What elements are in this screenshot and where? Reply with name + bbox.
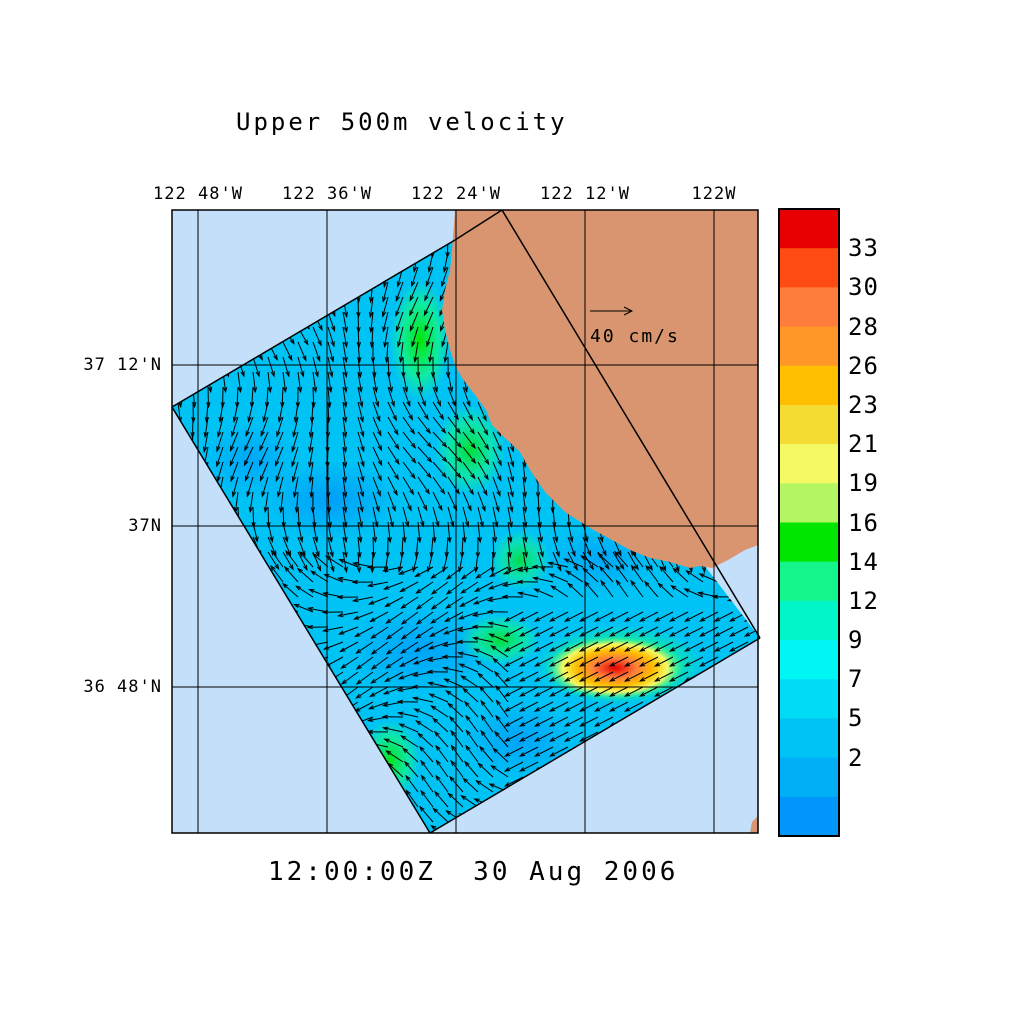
colorbar-band	[779, 248, 839, 288]
colorbar-tick-label: 23	[848, 390, 879, 419]
colorbar-band	[779, 796, 839, 837]
colorbar-band	[779, 209, 839, 249]
colorbar-band	[779, 483, 839, 523]
lat-label-37-12n: 37 12'N	[83, 355, 162, 375]
reference-vector	[590, 306, 634, 316]
lat-label-36-48n: 36 48'N	[83, 677, 162, 697]
colorbar	[779, 209, 839, 837]
lon-label-122-24w: 122 24'W	[411, 184, 501, 204]
land-bottom-right	[750, 816, 758, 833]
colorbar-band	[779, 640, 839, 680]
colorbar-band	[779, 757, 839, 798]
plot-frame	[171, 209, 759, 834]
timestamp: 12:00:00Z 30 Aug 2006	[268, 857, 679, 887]
graticule	[172, 210, 758, 833]
colorbar-band	[779, 718, 839, 759]
colorbar-tick-label: 33	[848, 234, 879, 263]
colorbar-tick-label: 5	[848, 704, 864, 733]
colorbar-tick-label: 26	[848, 351, 879, 380]
colorbar-tick-label: 7	[848, 665, 864, 694]
lon-label-122-12w: 122 12'W	[540, 184, 630, 204]
colorbar-band	[779, 522, 839, 563]
coastline-land	[442, 210, 758, 568]
colorbar-tick-label: 30	[848, 273, 879, 302]
vector-scale-label: 40 cm/s	[590, 326, 680, 347]
lon-label-122-36w: 122 36'W	[282, 184, 372, 204]
colorbar-frame	[778, 208, 840, 837]
colorbar-band	[779, 287, 839, 328]
colorbar-band	[779, 404, 839, 445]
colorbar-band	[779, 679, 839, 719]
colorbar-band	[779, 365, 839, 406]
colorbar-tick-label: 14	[848, 547, 879, 576]
colorbar-tick-label: 28	[848, 312, 879, 341]
colorbar-tick-label: 9	[848, 626, 864, 655]
colorbar-band	[779, 600, 839, 641]
colorbar-band	[779, 326, 839, 367]
domain-outline	[171, 209, 761, 834]
colorbar-tick-label: 19	[848, 469, 879, 498]
lon-label-122-48w: 122 48'W	[153, 184, 243, 204]
colorbar-tick-label: 12	[848, 586, 879, 615]
lat-label-37n: 37N	[128, 516, 162, 536]
map-title: Upper 500m velocity	[236, 108, 568, 136]
colorbar-tick-label: 16	[848, 508, 879, 537]
colorbar-tick-label: 21	[848, 430, 879, 459]
colorbar-tick-label: 2	[848, 743, 864, 772]
lon-label-122w: 122W	[691, 184, 737, 204]
colorbar-band	[779, 444, 839, 484]
colorbar-band	[779, 561, 839, 602]
